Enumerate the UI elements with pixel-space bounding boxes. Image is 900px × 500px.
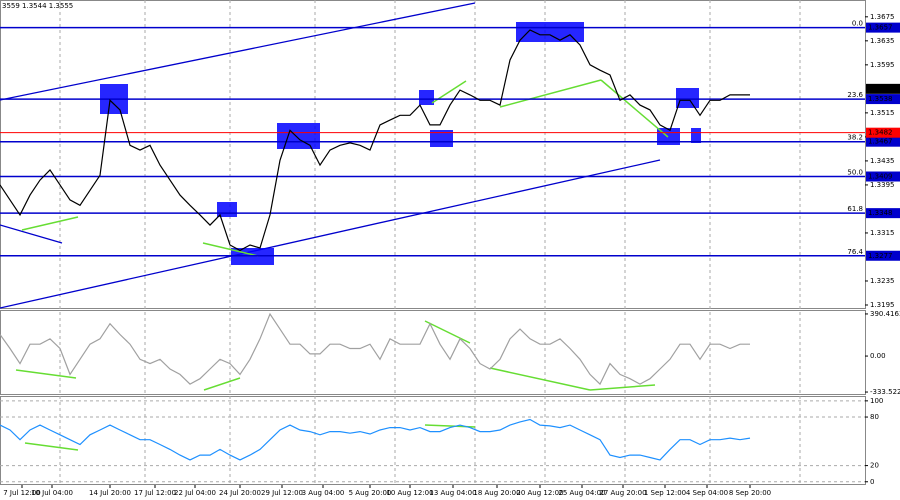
level-box (866, 22, 900, 33)
x-tick-label: 22 Jul 04:00 (174, 489, 216, 497)
divergence-line (589, 384, 656, 391)
y-tick-label: 0 (870, 478, 874, 486)
divergence-line (203, 377, 241, 391)
x-tick-label: 17 Jul 12:00 (134, 489, 176, 497)
level-box (866, 171, 900, 182)
level-value: 1.3348 (868, 209, 893, 217)
y-tick-label: 1.3595 (870, 61, 895, 69)
y-tick-label: 0.00 (870, 352, 886, 360)
y-tick-label: 100 (870, 397, 883, 405)
x-tick-label: 14 Jul 20:00 (89, 489, 131, 497)
level-box (866, 136, 900, 147)
fib-label: 0.0 (852, 20, 863, 28)
y-tick-label: 390.4163 (870, 310, 900, 318)
level-value: 1.3467 (868, 138, 893, 146)
fib-label: 38.2 (847, 134, 863, 142)
series-line (0, 29, 750, 252)
y-tick-label: 1.3195 (870, 301, 895, 309)
y-tick-label: 1.3235 (870, 277, 895, 285)
x-tick-label: 3 Aug 04:00 (302, 489, 345, 497)
divergence-line (21, 216, 79, 231)
divergence-line (600, 79, 669, 138)
red-box (866, 127, 900, 138)
x-tick-label: 27 Aug 20:00 (599, 489, 646, 497)
x-tick-label: 10 Aug 12:00 (386, 489, 433, 497)
x-tick-label: 20 Aug 12:00 (516, 489, 563, 497)
x-tick-label: 18 Aug 20:00 (473, 489, 520, 497)
y-tick-label: 1.3675 (870, 13, 895, 21)
x-tick-label: 7 Jul 12:00 (3, 489, 41, 497)
y-tick-label: 1.3635 (870, 37, 895, 45)
fib-label: 23.6 (847, 91, 863, 99)
zone (676, 88, 699, 108)
cci-frame (0, 310, 866, 395)
divergence-line (202, 242, 259, 257)
zone (277, 123, 320, 149)
level-box (866, 94, 900, 105)
x-tick-label: 24 Jul 20:00 (219, 489, 261, 497)
x-tick-label: 5 Aug 20:00 (349, 489, 392, 497)
level-value: 1.3657 (868, 24, 893, 32)
level-value: 1.3409 (868, 173, 893, 181)
y-tick-label: 1.3315 (870, 229, 895, 237)
level-value: 1.3538 (868, 95, 893, 103)
x-tick-label: 10 Jul 04:00 (31, 489, 73, 497)
level-box (866, 208, 900, 219)
zone (691, 128, 701, 143)
x-tick-label: 13 Aug 04:00 (429, 489, 476, 497)
channel-line (0, 224, 63, 244)
fib-label: 76.4 (847, 248, 863, 256)
series-line (0, 418, 751, 461)
divergence-line (24, 442, 79, 451)
price-box (866, 83, 900, 94)
price-frame (0, 0, 866, 309)
series-line (0, 312, 750, 386)
chart-title: 3559 1.3544 1.3555 (2, 2, 73, 10)
channel-line (0, 159, 661, 309)
fib-label: 50.0 (847, 169, 863, 177)
level-value: 1.3277 (868, 252, 893, 260)
price-value: 1.3555 (868, 85, 893, 93)
x-tick-label: 25 Aug 04:00 (558, 489, 605, 497)
x-tick-label: 1 Sep 12:00 (644, 489, 686, 497)
x-tick-label: 29 Jul 12:00 (261, 489, 303, 497)
y-tick-label: 20 (870, 462, 879, 470)
divergence-line (499, 79, 602, 108)
y-tick-label: -333.522 (870, 388, 900, 396)
channel-line (0, 2, 476, 101)
level-box (866, 250, 900, 261)
zone (419, 90, 434, 105)
y-tick-label: 1.3395 (870, 181, 895, 189)
fib-label: 61.8 (847, 205, 863, 213)
rsi-frame (0, 396, 866, 485)
y-tick-label: 1.3435 (870, 157, 895, 165)
x-tick-label: 4 Sep 04:00 (686, 489, 728, 497)
y-tick-label: 1.3515 (870, 109, 895, 117)
divergence-line (424, 320, 471, 344)
panel-frames (0, 0, 866, 485)
y-tick-label: 80 (870, 413, 879, 421)
red-level-value: 1.3482 (868, 129, 893, 137)
divergence-line (15, 369, 77, 379)
divergence-line (489, 367, 591, 391)
x-tick-label: 8 Sep 20:00 (729, 489, 771, 497)
zone (430, 130, 453, 147)
